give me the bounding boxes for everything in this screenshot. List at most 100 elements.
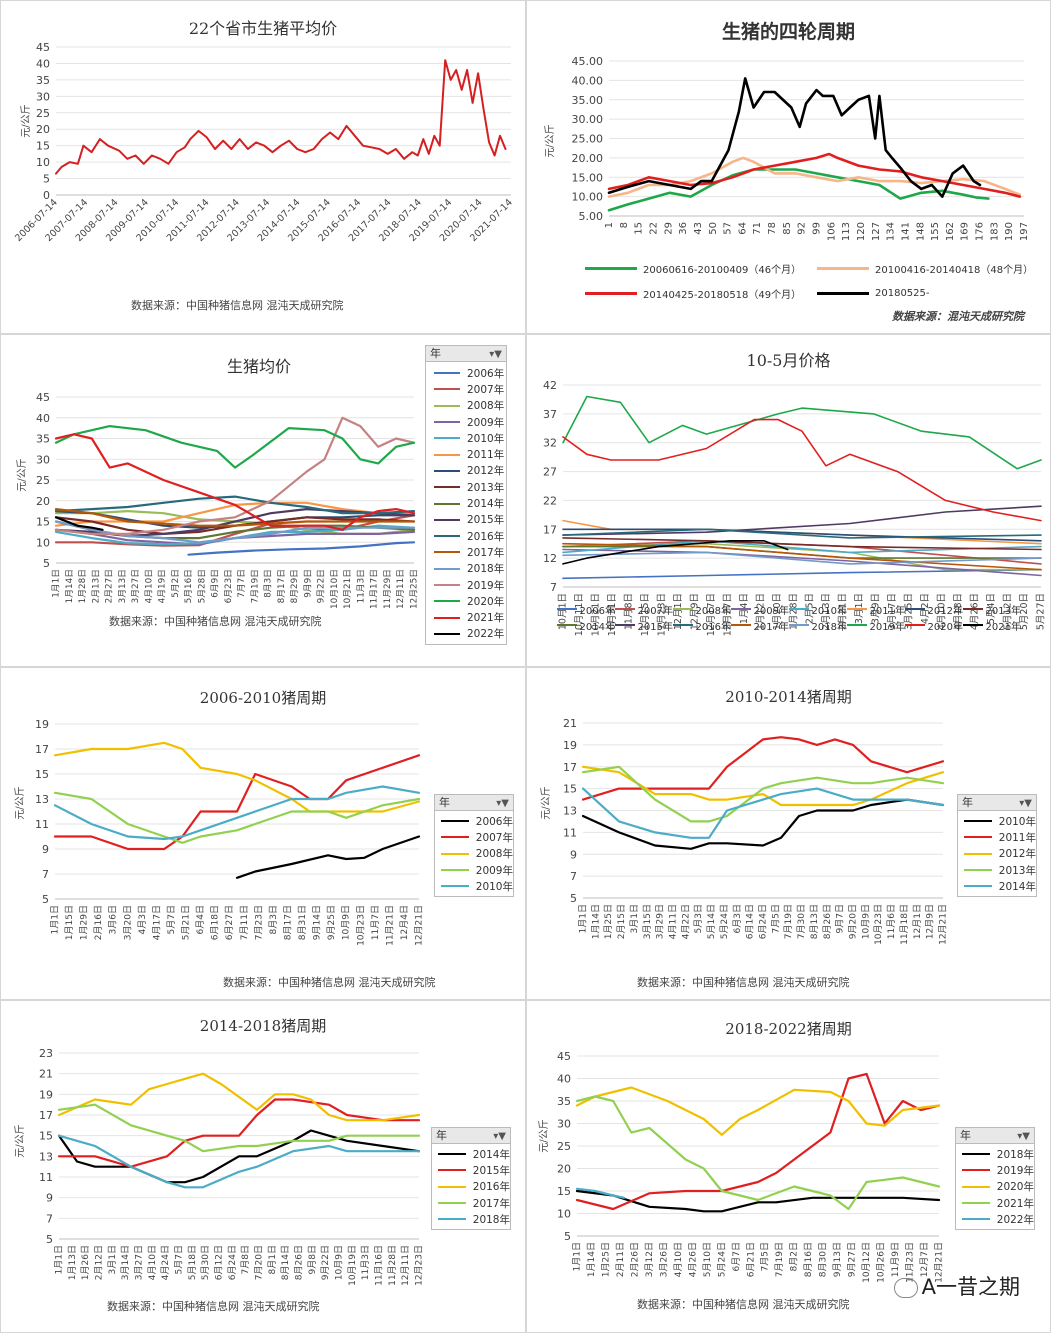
y-tick-label: 19 xyxy=(563,739,577,752)
legend-item: 20180525- xyxy=(817,286,1049,300)
legend-label: 2007年 xyxy=(467,383,505,396)
chart-title: 生猪均价 xyxy=(226,357,291,376)
x-tick-label: 9月25日 xyxy=(326,905,337,940)
legend-item: 2022年 xyxy=(434,626,506,642)
x-tick-label: 5月18日 xyxy=(187,1245,198,1280)
x-tick-label: 3月20日 xyxy=(122,905,133,940)
legend-swatch xyxy=(964,869,992,872)
chart-title: 生猪的四轮周期 xyxy=(721,21,855,43)
legend-swatch xyxy=(964,836,992,839)
filter-icon[interactable]: ▾▼ xyxy=(496,798,509,809)
y-tick-label: 45.00 xyxy=(572,55,604,68)
x-tick-label: 7月19日 xyxy=(249,569,260,603)
y-tick-label: 45 xyxy=(36,41,50,54)
series-line-3 xyxy=(53,741,421,813)
x-tick-label: 6月18日 xyxy=(210,905,221,940)
legend-label: 2018年 xyxy=(811,621,847,633)
x-tick-label: 4月10日 xyxy=(147,1245,158,1280)
x-tick-label: 176 xyxy=(975,222,986,241)
legend-rows: 2014年 2015年 2016年 2017年 2018年 xyxy=(432,1144,510,1229)
y-tick-label: 15 xyxy=(557,1185,571,1198)
x-tick-label: 10月10日 xyxy=(329,569,340,609)
x-tick-label: 1 xyxy=(604,222,615,228)
legend-label: 2014年 xyxy=(467,498,505,511)
legend-label: 20180525- xyxy=(875,287,930,299)
x-tick-label: 4月10日 xyxy=(143,569,154,603)
x-tick-label: 4月19日 xyxy=(157,569,168,603)
legend-swatch xyxy=(817,291,869,295)
legend-item: 2009年 xyxy=(441,862,513,878)
x-tick-label: 2月13日 xyxy=(821,593,832,630)
y-tick-label: 30 xyxy=(36,453,50,466)
legend-item: 2017年 xyxy=(438,1195,510,1211)
y-tick-label: 17 xyxy=(35,743,49,756)
filter-icon[interactable]: ▾▼ xyxy=(489,349,502,360)
filter-icon[interactable]: ▾▼ xyxy=(1019,798,1032,809)
legend-item: 2011年 xyxy=(964,829,1036,845)
y-tick-label: 21 xyxy=(39,1068,53,1081)
x-tick-label: 7月19日 xyxy=(783,904,794,939)
legend-label: 2014年 xyxy=(472,1148,510,1161)
y-tick-label: 15 xyxy=(35,768,49,781)
x-tick-label: 4月3日 xyxy=(137,905,148,934)
legend-item: 2019年 xyxy=(434,577,506,593)
y-tick-label: 11 xyxy=(563,826,577,839)
y-tick-label: 30.00 xyxy=(572,113,604,126)
x-tick-label: 12月9日 xyxy=(689,593,700,630)
legend-label: 2017年 xyxy=(472,1197,510,1210)
x-tick-label: 11月3日 xyxy=(360,1245,371,1280)
x-tick-label: 1月12日 xyxy=(755,593,766,630)
legend-swatch xyxy=(962,1185,990,1188)
legend-label: 2012年 xyxy=(927,605,963,617)
legend-swatch xyxy=(434,404,460,407)
legend-label: 2014年 xyxy=(998,880,1036,893)
x-tick-label: 11月8日 xyxy=(623,593,634,630)
y-tick-label: 10 xyxy=(36,536,50,549)
legend-header: 年 ▾▼ xyxy=(432,1128,510,1144)
series-line-2 xyxy=(575,1072,941,1211)
y-axis-label: 元/公斤 xyxy=(16,458,28,491)
y-tick-label: 11 xyxy=(35,818,49,831)
x-tick-label: 190 xyxy=(1004,222,1015,241)
x-tick-label: 5月12日 xyxy=(1003,593,1014,630)
x-tick-label: 3月1日 xyxy=(107,1245,118,1274)
x-tick-label: 1月1日 xyxy=(51,569,62,598)
x-tick-label: 3月1日 xyxy=(629,904,640,933)
x-tick-label: 5月14日 xyxy=(706,904,717,939)
series-line-4 xyxy=(53,791,421,844)
filter-icon[interactable]: ▾▼ xyxy=(493,1131,506,1142)
x-tick-label: 3月27日 xyxy=(130,569,141,603)
series-line-1 xyxy=(562,568,1042,580)
x-tick-label: 7月7日 xyxy=(236,569,247,598)
x-tick-label: 1月26日 xyxy=(80,1245,91,1280)
legend-item: 2018年 xyxy=(434,561,506,577)
legend-label: 2016年 xyxy=(467,530,505,543)
chart-source: 数据来源：中国种猪信息网 混沌天成研究院 xyxy=(223,976,436,989)
x-tick-label: 3月6日 xyxy=(108,905,119,934)
series-line-1 xyxy=(187,541,416,556)
filter-icon[interactable]: ▾▼ xyxy=(1017,1131,1030,1142)
x-tick-label: 4月18日 xyxy=(953,593,964,630)
legend-swatch xyxy=(438,1202,466,1205)
legend-label: 2009年 xyxy=(467,416,505,429)
series-line-4 xyxy=(57,1103,421,1153)
y-tick-label: 42 xyxy=(543,379,557,392)
chart-legend: 2006年 2007年 2008年 2009年 2010年 2011年 2012年 2013年… xyxy=(557,601,1037,633)
legend-label: 2021年 xyxy=(996,1197,1034,1210)
series-line-5 xyxy=(53,785,421,841)
legend-item: 2011年 xyxy=(847,601,905,617)
legend-swatch xyxy=(585,291,637,295)
series-line-13 xyxy=(562,551,1042,565)
y-tick-label: 5 xyxy=(564,1230,571,1243)
x-tick-label: 9月13日 xyxy=(832,1242,843,1277)
chart-panel-3: 生猪均价 5 10 15 20 25 30 35 40 45 元/公斤 1月1日 1月14日 1月28日… xyxy=(0,334,526,667)
legend-label: 2015年 xyxy=(467,514,505,527)
x-tick-label: 1月14日 xyxy=(64,569,75,603)
legend-label: 2010年 xyxy=(811,605,847,617)
chart-legend: 年 ▾▼ 2018年 2019年 2020年 2021年 2022年 xyxy=(955,1127,1035,1231)
x-tick-label: 12月7日 xyxy=(919,1242,930,1277)
legend-item: 2014年 xyxy=(438,1146,510,1162)
x-tick-label: 8月13日 xyxy=(809,904,820,939)
series-line-2 xyxy=(53,754,421,851)
x-tick-label: 6月24日 xyxy=(758,904,769,939)
